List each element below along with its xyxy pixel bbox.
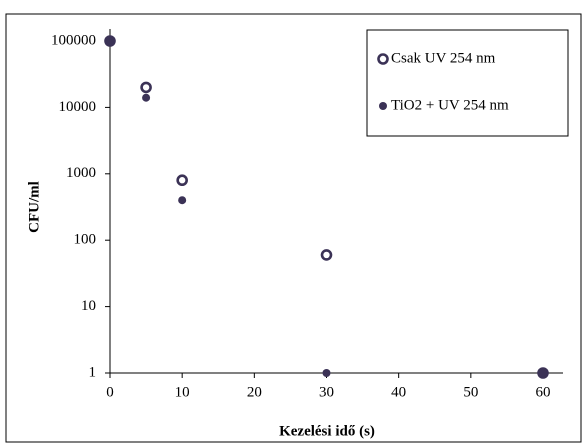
x-tick-label: 50 [463, 384, 478, 400]
x-tick-label: 20 [247, 384, 262, 400]
legend-box [366, 29, 569, 137]
point [106, 37, 114, 45]
x-tick-label: 10 [175, 384, 190, 400]
point [176, 174, 188, 187]
y-axis-title: CFU/ml [26, 181, 42, 233]
x-tick-label: 0 [106, 384, 114, 400]
x-axis-title: Kezelési idő (s) [279, 423, 375, 439]
y-tick-label: 1000 [66, 165, 96, 181]
x-tick-label: 60 [536, 384, 551, 400]
x-tick-label: 40 [391, 384, 406, 400]
y-tick-label: 100 [74, 232, 97, 248]
legend-marker [379, 102, 387, 110]
legend-label: Csak UV 254 nm [391, 50, 496, 66]
y-tick-label: 1 [89, 364, 97, 380]
y-tick-label: 10000 [59, 99, 97, 115]
y-tick-label: 10 [81, 298, 96, 314]
point [178, 196, 187, 205]
point [320, 249, 333, 261]
x-tick-label: 30 [319, 384, 334, 400]
y-tick-label: 100000 [51, 32, 96, 48]
point [539, 369, 547, 377]
point [322, 369, 331, 377]
legend-marker [377, 53, 389, 65]
point [142, 93, 151, 102]
point [140, 81, 152, 94]
legend-label: TiO2 + UV 254 nm [391, 97, 509, 113]
